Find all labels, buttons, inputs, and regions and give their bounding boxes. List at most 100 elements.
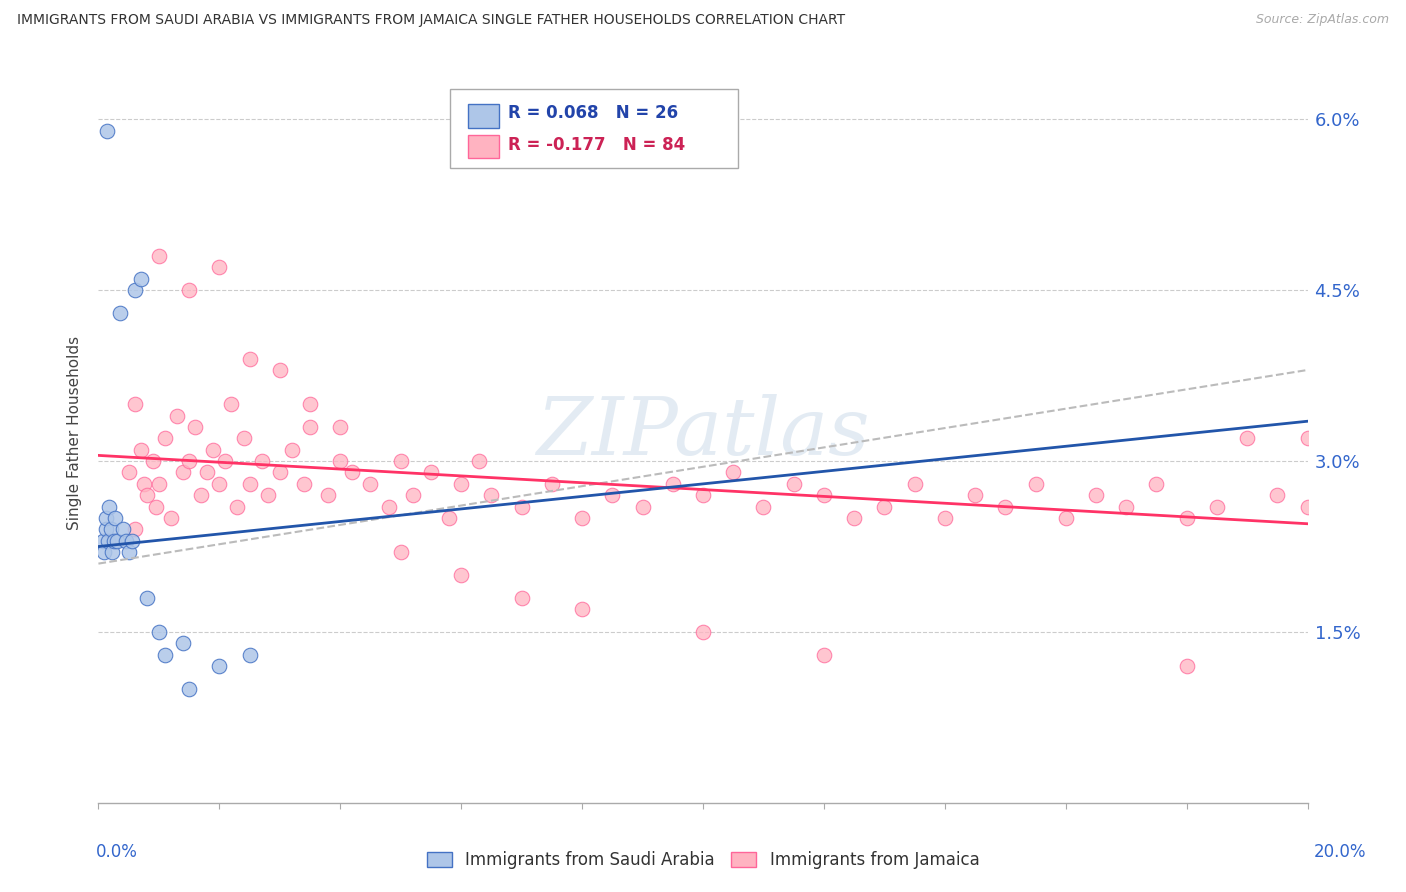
Point [631,500,654,514]
Point [844,511,866,525]
Point [160,511,183,525]
Text: 20.0%: 20.0% [1315,843,1367,861]
Point [1236,431,1258,445]
Point [179,283,201,297]
Point [1024,476,1046,491]
Point [1267,488,1289,502]
Point [813,648,835,662]
Point [239,476,262,491]
Point [360,476,382,491]
Point [450,476,472,491]
Legend: Immigrants from Saudi Arabia, Immigrants from Jamaica: Immigrants from Saudi Arabia, Immigrants… [420,845,986,876]
Point [377,500,399,514]
Point [232,431,254,445]
Point [93,545,115,559]
Point [97,533,120,548]
Point [602,488,624,502]
Point [172,466,194,480]
Point [329,454,352,468]
Point [1296,500,1319,514]
Point [813,488,835,502]
Point [111,523,134,537]
Point [256,488,278,502]
Text: IMMIGRANTS FROM SAUDI ARABIA VS IMMIGRANTS FROM JAMAICA SINGLE FATHER HOUSEHOLDS: IMMIGRANTS FROM SAUDI ARABIA VS IMMIGRAN… [17,13,845,28]
Point [135,488,157,502]
Point [148,624,170,639]
Point [142,454,165,468]
Point [208,260,231,275]
Point [1206,500,1229,514]
Point [481,488,503,502]
Point [114,533,136,548]
Point [510,591,533,605]
Point [104,511,127,525]
Point [91,533,114,548]
Point [145,500,167,514]
Point [965,488,987,502]
Text: R = 0.068   N = 26: R = 0.068 N = 26 [508,104,678,122]
Point [1296,431,1319,445]
Point [873,500,896,514]
Point [129,272,152,286]
Point [402,488,425,502]
Y-axis label: Single Father Households: Single Father Households [67,335,83,530]
Point [281,442,304,457]
Point [1115,500,1137,514]
Point [994,500,1017,514]
Point [221,397,243,411]
Point [135,591,157,605]
Point [420,466,443,480]
Point [329,420,352,434]
Point [299,397,322,411]
Point [124,283,146,297]
Point [510,500,533,514]
Point [184,420,207,434]
Point [100,523,122,537]
Point [94,523,117,537]
Text: ZIPatlas: ZIPatlas [536,394,870,471]
Point [692,624,714,639]
Point [124,397,146,411]
Point [1085,488,1108,502]
Point [468,454,491,468]
Point [153,648,176,662]
Point [239,648,262,662]
Point [132,476,155,491]
Point [904,476,927,491]
Point [571,511,593,525]
Point [153,431,176,445]
Point [389,545,412,559]
Point [195,466,218,480]
Point [250,454,273,468]
Point [661,476,683,491]
Point [148,476,170,491]
Point [269,363,291,377]
Point [190,488,212,502]
Point [692,488,714,502]
Point [1175,511,1198,525]
Point [96,124,118,138]
Text: 0.0%: 0.0% [96,843,138,861]
Point [98,500,121,514]
Point [179,454,201,468]
Point [752,500,775,514]
Point [540,476,562,491]
Point [342,466,364,480]
Point [571,602,593,616]
Point [1146,476,1168,491]
Point [269,466,291,480]
Point [389,454,412,468]
Point [148,249,170,263]
Point [208,476,231,491]
Point [1054,511,1077,525]
Text: Source: ZipAtlas.com: Source: ZipAtlas.com [1256,13,1389,27]
Text: R = -0.177   N = 84: R = -0.177 N = 84 [508,136,685,153]
Point [166,409,188,423]
Point [118,545,141,559]
Point [1175,659,1198,673]
Point [214,454,236,468]
Point [316,488,339,502]
Point [108,306,131,320]
Point [783,476,806,491]
Point [208,659,231,673]
